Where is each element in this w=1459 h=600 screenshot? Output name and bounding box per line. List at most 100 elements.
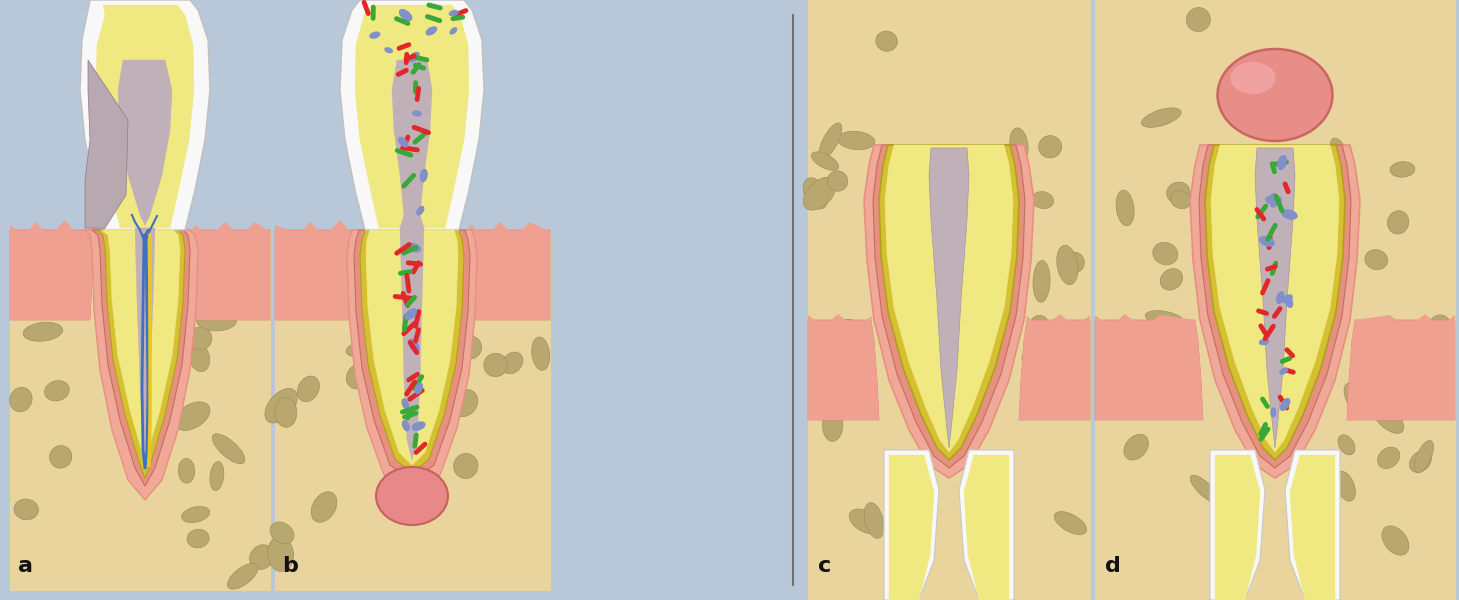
Ellipse shape bbox=[811, 152, 839, 170]
Polygon shape bbox=[964, 455, 1010, 600]
Ellipse shape bbox=[823, 409, 843, 442]
Polygon shape bbox=[340, 0, 484, 230]
Ellipse shape bbox=[458, 336, 481, 359]
Ellipse shape bbox=[1388, 211, 1409, 234]
Ellipse shape bbox=[1191, 475, 1220, 503]
Ellipse shape bbox=[1230, 62, 1275, 94]
Ellipse shape bbox=[411, 422, 425, 430]
Ellipse shape bbox=[409, 339, 419, 352]
Ellipse shape bbox=[1271, 196, 1278, 207]
Ellipse shape bbox=[1032, 191, 1053, 209]
Ellipse shape bbox=[994, 163, 1024, 195]
Ellipse shape bbox=[417, 206, 425, 215]
Ellipse shape bbox=[1355, 333, 1392, 359]
Text: a: a bbox=[18, 556, 34, 576]
Ellipse shape bbox=[270, 522, 293, 544]
Polygon shape bbox=[102, 230, 179, 470]
Polygon shape bbox=[182, 222, 270, 320]
Ellipse shape bbox=[45, 380, 70, 401]
Ellipse shape bbox=[188, 327, 212, 350]
Ellipse shape bbox=[1056, 245, 1078, 284]
Ellipse shape bbox=[871, 205, 896, 227]
Ellipse shape bbox=[1039, 136, 1062, 158]
Ellipse shape bbox=[1390, 162, 1415, 177]
Ellipse shape bbox=[824, 319, 861, 343]
Ellipse shape bbox=[1371, 334, 1389, 360]
Polygon shape bbox=[884, 450, 940, 600]
Ellipse shape bbox=[403, 399, 409, 409]
Polygon shape bbox=[1018, 320, 1090, 420]
Ellipse shape bbox=[1055, 512, 1087, 535]
Ellipse shape bbox=[502, 352, 522, 374]
Ellipse shape bbox=[1186, 8, 1211, 32]
Text: d: d bbox=[1104, 556, 1121, 576]
Polygon shape bbox=[1347, 314, 1455, 420]
Ellipse shape bbox=[1285, 295, 1293, 307]
Polygon shape bbox=[182, 230, 270, 320]
Polygon shape bbox=[1215, 455, 1261, 600]
Polygon shape bbox=[886, 145, 1013, 452]
Ellipse shape bbox=[249, 545, 274, 569]
Ellipse shape bbox=[403, 421, 410, 431]
Ellipse shape bbox=[1280, 398, 1290, 410]
Ellipse shape bbox=[849, 509, 883, 534]
Ellipse shape bbox=[461, 295, 492, 323]
Polygon shape bbox=[1290, 455, 1335, 600]
Polygon shape bbox=[1096, 314, 1204, 420]
Ellipse shape bbox=[266, 388, 298, 423]
Ellipse shape bbox=[398, 137, 409, 147]
Polygon shape bbox=[1199, 145, 1351, 468]
Polygon shape bbox=[10, 230, 108, 320]
Ellipse shape bbox=[1027, 381, 1049, 413]
Ellipse shape bbox=[369, 32, 379, 38]
Ellipse shape bbox=[1282, 295, 1293, 302]
Ellipse shape bbox=[1123, 434, 1148, 460]
Ellipse shape bbox=[1126, 321, 1153, 355]
Polygon shape bbox=[10, 220, 108, 320]
Ellipse shape bbox=[407, 244, 420, 252]
Polygon shape bbox=[1347, 320, 1455, 420]
Polygon shape bbox=[872, 145, 1026, 468]
Ellipse shape bbox=[274, 397, 296, 427]
Polygon shape bbox=[118, 60, 172, 225]
Ellipse shape bbox=[178, 458, 194, 483]
Ellipse shape bbox=[420, 169, 427, 182]
Polygon shape bbox=[1096, 0, 1455, 600]
Ellipse shape bbox=[15, 499, 38, 520]
Ellipse shape bbox=[460, 271, 479, 304]
Ellipse shape bbox=[1271, 408, 1275, 417]
Ellipse shape bbox=[484, 353, 508, 377]
Ellipse shape bbox=[298, 376, 320, 402]
Ellipse shape bbox=[1278, 155, 1287, 170]
Polygon shape bbox=[1285, 450, 1339, 600]
Ellipse shape bbox=[454, 454, 479, 478]
Ellipse shape bbox=[406, 309, 416, 319]
Ellipse shape bbox=[1116, 190, 1134, 226]
Ellipse shape bbox=[1338, 435, 1355, 455]
Ellipse shape bbox=[1065, 252, 1084, 272]
Ellipse shape bbox=[376, 467, 448, 525]
Ellipse shape bbox=[1382, 526, 1409, 555]
Ellipse shape bbox=[1021, 353, 1040, 371]
Ellipse shape bbox=[452, 389, 477, 416]
Ellipse shape bbox=[1371, 403, 1404, 433]
Ellipse shape bbox=[827, 171, 848, 191]
Ellipse shape bbox=[802, 178, 827, 209]
Polygon shape bbox=[864, 145, 1034, 478]
Ellipse shape bbox=[426, 27, 436, 35]
Ellipse shape bbox=[449, 10, 458, 16]
Ellipse shape bbox=[1153, 242, 1177, 265]
Ellipse shape bbox=[187, 529, 209, 548]
Ellipse shape bbox=[1409, 451, 1431, 472]
Ellipse shape bbox=[413, 111, 422, 116]
Polygon shape bbox=[1018, 314, 1090, 420]
Ellipse shape bbox=[531, 337, 550, 370]
Ellipse shape bbox=[174, 402, 210, 430]
Polygon shape bbox=[347, 230, 477, 492]
Polygon shape bbox=[85, 230, 198, 500]
Ellipse shape bbox=[400, 10, 411, 21]
Polygon shape bbox=[929, 148, 969, 448]
Polygon shape bbox=[274, 230, 550, 590]
Ellipse shape bbox=[1141, 108, 1182, 127]
Polygon shape bbox=[96, 230, 185, 478]
